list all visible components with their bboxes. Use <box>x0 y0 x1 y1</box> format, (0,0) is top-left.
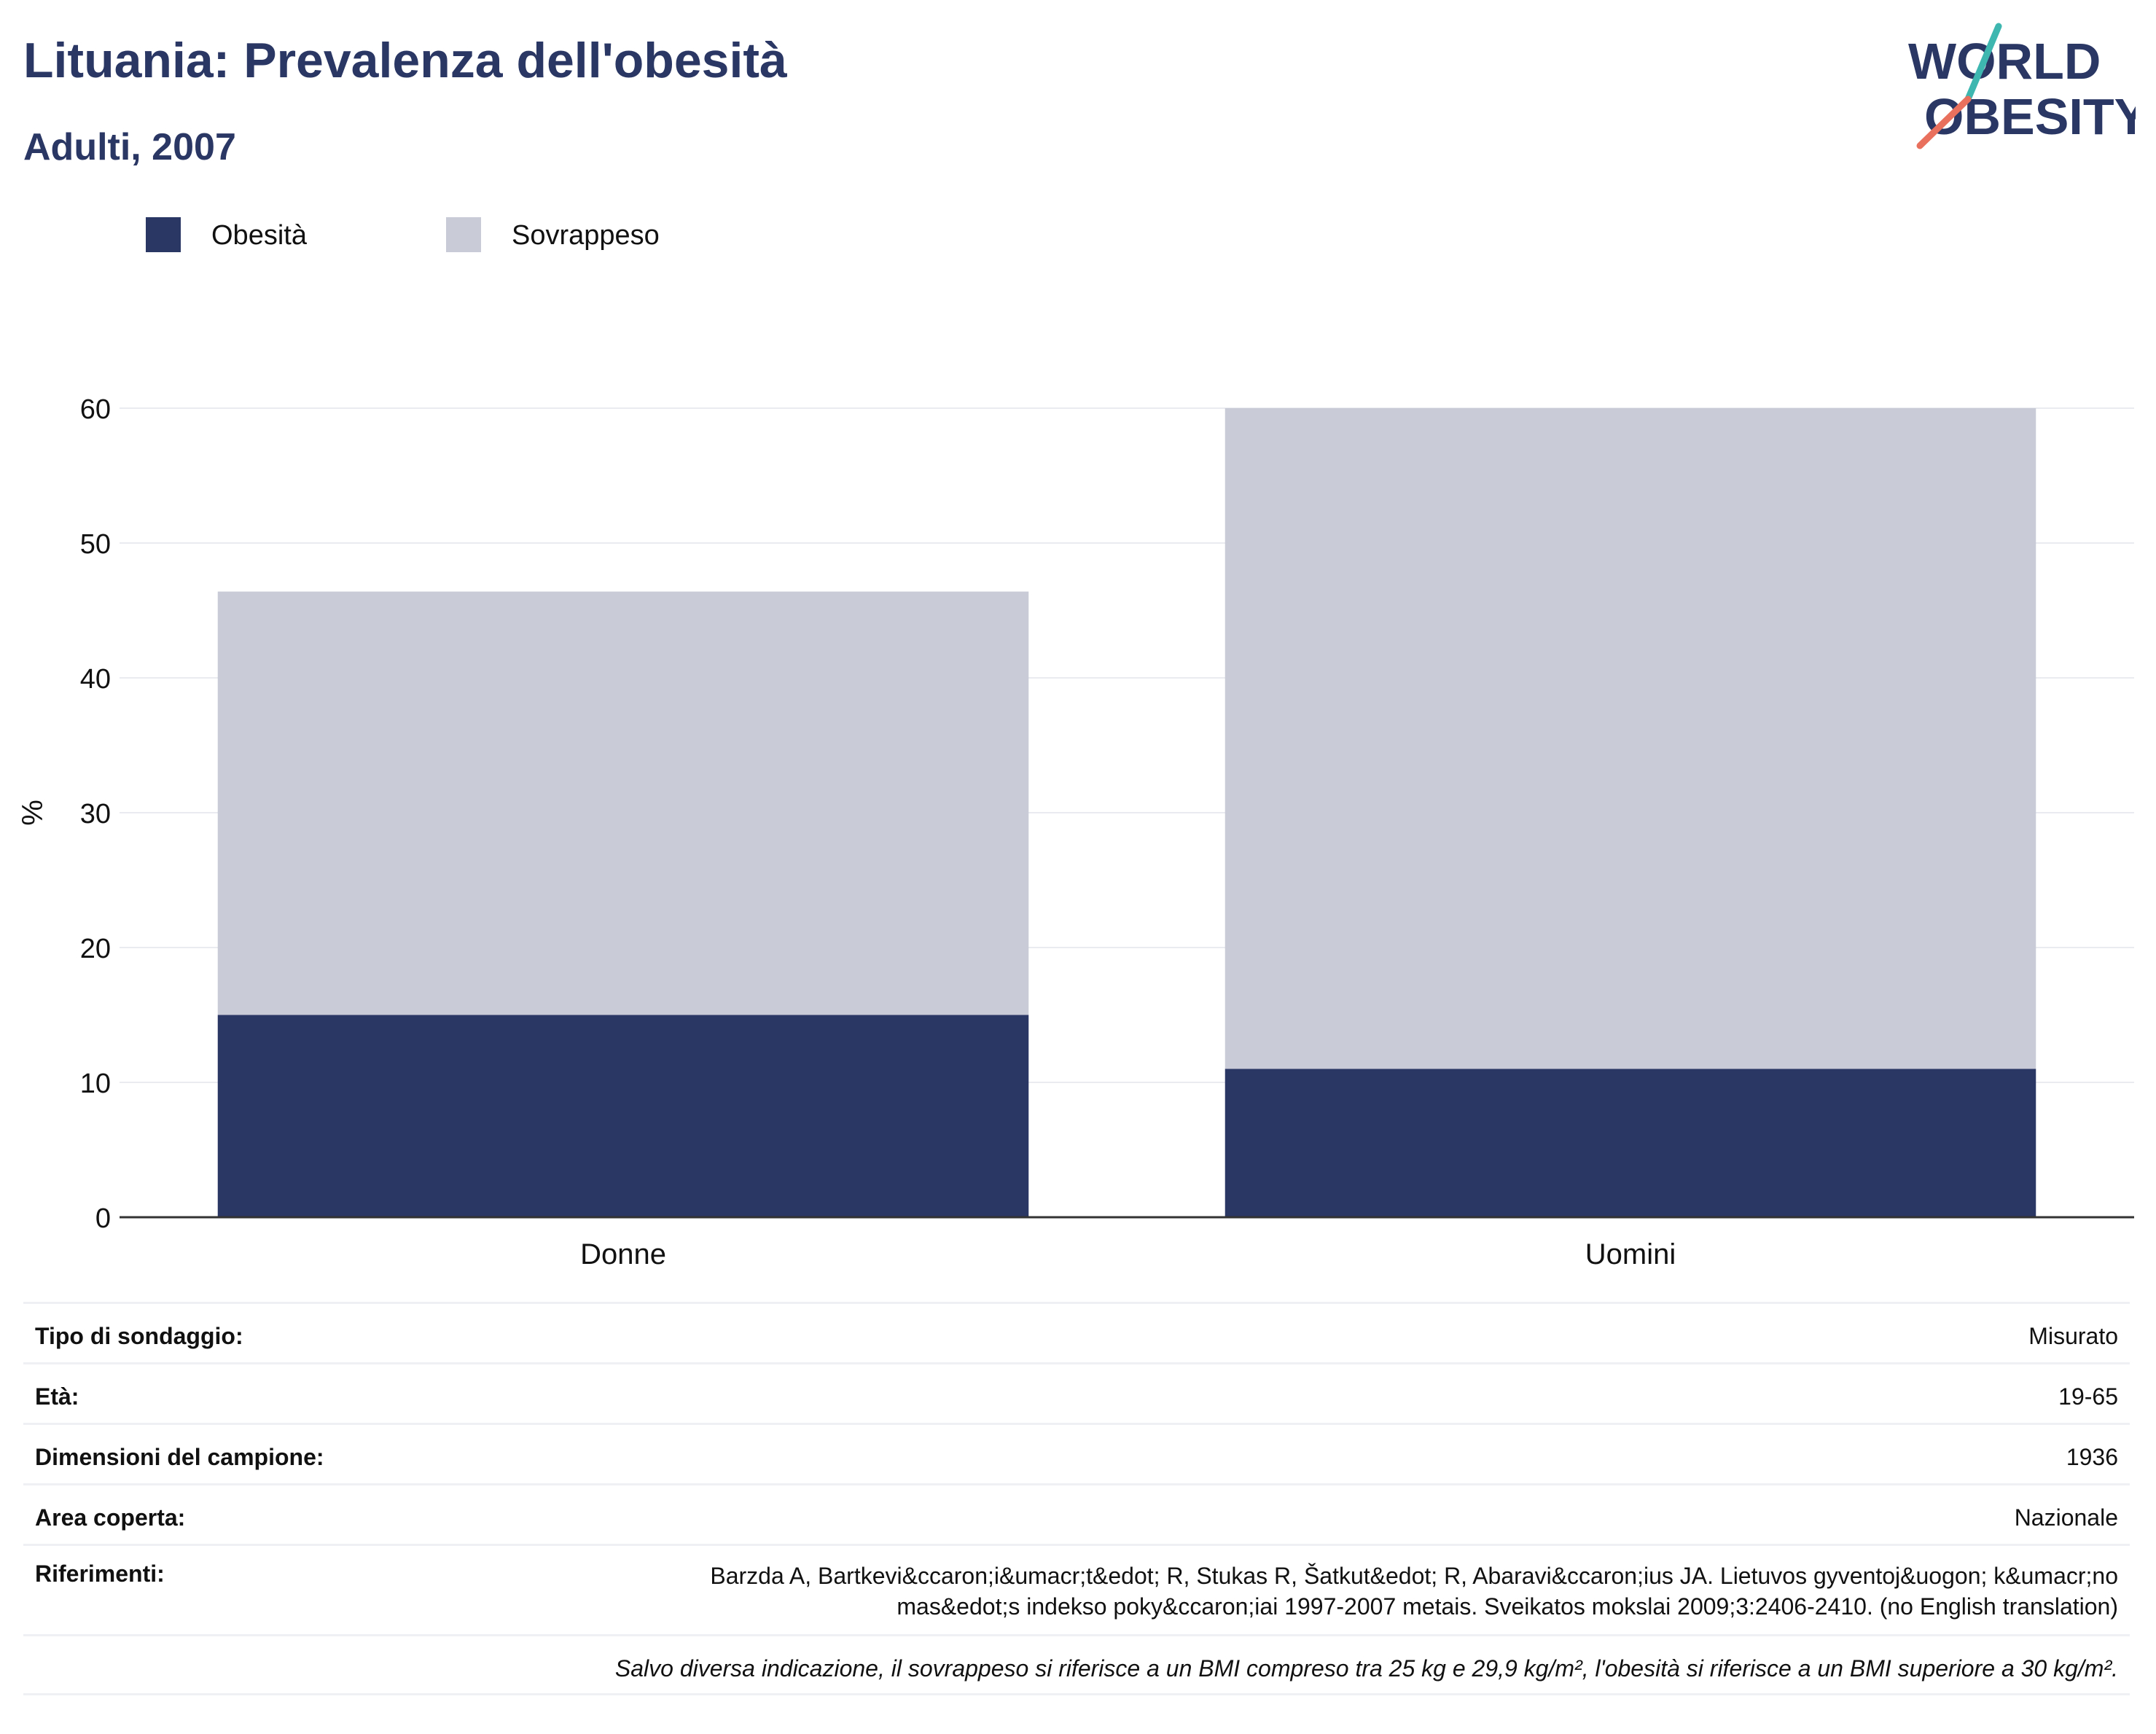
y-tick-label-60: 60 <box>80 394 111 425</box>
y-tick-label-20: 20 <box>80 934 111 964</box>
logo-slash-teal <box>1964 23 2002 103</box>
info-label-age: Età: <box>35 1383 79 1410</box>
y-tick-label-40: 40 <box>80 664 111 695</box>
axes: 0 10 20 30 40 50 60 Donne Uomini <box>80 394 2134 1268</box>
info-label-area: Area coperta: <box>35 1504 186 1531</box>
y-tick-label-10: 10 <box>80 1069 111 1099</box>
info-value-age: 19-65 <box>2058 1383 2118 1410</box>
world-obesity-logo: WORLD OBESITY <box>1908 23 2136 149</box>
y-axis-label: % <box>17 800 49 826</box>
info-row-age: Età: 19-65 <box>23 1362 2130 1423</box>
page-title: Lituania: Prevalenza dell'obesità <box>23 33 787 88</box>
info-label-sample-size: Dimensioni del campione: <box>35 1444 324 1470</box>
x-tick-label-uomini: Uomini <box>1585 1238 1676 1268</box>
page-subtitle: Adulti, 2007 <box>23 126 236 168</box>
logo-text-world: WORLD <box>1908 33 2101 90</box>
info-row-sample-size: Dimensioni del campione: 1936 <box>23 1423 2130 1483</box>
info-value-references: Barzda A, Bartkevi&ccaron;i&umacr;t&edot… <box>710 1563 2118 1620</box>
bar-chart: 0 10 20 30 40 50 60 Donne Uomini % <box>17 394 2134 1268</box>
info-label-survey-type: Tipo di sondaggio: <box>35 1323 243 1349</box>
legend-swatch-overweight <box>446 217 481 252</box>
info-value-sample-size: 1936 <box>2066 1444 2118 1470</box>
info-row-survey-type: Tipo di sondaggio: Misurato <box>23 1302 2130 1362</box>
y-tick-label-30: 30 <box>80 799 111 829</box>
info-row-area: Area coperta: Nazionale <box>23 1483 2130 1544</box>
legend-label-obesity: Obesità <box>211 220 307 251</box>
legend-label-overweight: Sovrappeso <box>512 220 660 251</box>
info-value-area: Nazionale <box>2014 1504 2118 1531</box>
bars <box>217 408 2036 1218</box>
y-tick-label-50: 50 <box>80 529 111 560</box>
bar-donne-series-0[interactable] <box>217 1015 1029 1218</box>
info-table: Tipo di sondaggio: Misurato Età: 19-65 D… <box>23 1302 2130 1695</box>
logo-slash-coral <box>1916 95 1972 149</box>
bar-uomini-series-1[interactable] <box>1225 408 2036 1069</box>
info-row-references: Riferimenti: Barzda A, Bartkevi&ccaron;i… <box>23 1544 2130 1634</box>
logo-text-obesity: OBESITY <box>1924 88 2136 145</box>
info-value-survey-type: Misurato <box>2028 1323 2118 1349</box>
info-label-references: Riferimenti: <box>35 1561 165 1587</box>
info-row-note: Salvo diversa indicazione, il sovrappeso… <box>23 1634 2130 1695</box>
bar-uomini-series-0[interactable] <box>1225 1069 2036 1218</box>
legend-swatch-obesity <box>146 217 181 252</box>
definition-note: Salvo diversa indicazione, il sovrappeso… <box>614 1655 2118 1682</box>
bar-donne-series-1[interactable] <box>217 591 1029 1015</box>
x-tick-label-donne: Donne <box>580 1238 666 1268</box>
y-tick-label-0: 0 <box>95 1203 111 1234</box>
